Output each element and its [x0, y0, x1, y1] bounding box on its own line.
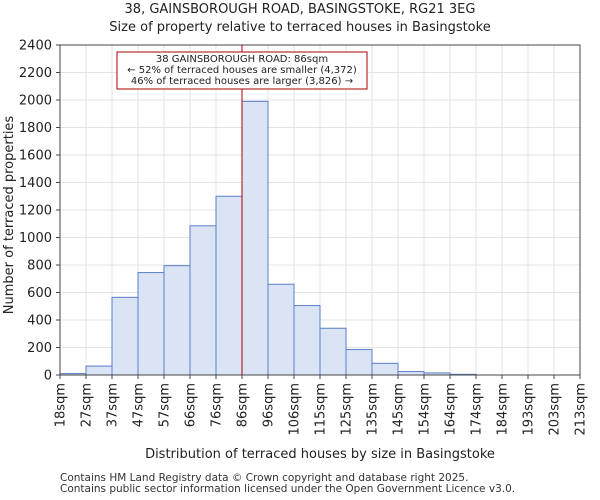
- x-tick-label: 164sqm: [444, 383, 459, 436]
- histogram-bar-66sqm: [189, 225, 217, 376]
- x-tick-label: 125sqm: [340, 383, 355, 436]
- histogram-bar-106sqm: [293, 305, 321, 376]
- x-tick-label: 18sqm: [54, 383, 69, 427]
- x-tick-label: 203sqm: [548, 383, 563, 436]
- chart-title-line1: 38, GAINSBOROUGH ROAD, BASINGSTOKE, RG21…: [125, 2, 476, 17]
- footer-line1: Contains HM Land Registry data © Crown c…: [60, 472, 469, 484]
- x-tick-label: 96sqm: [262, 383, 277, 427]
- x-tick-label: 145sqm: [392, 383, 407, 436]
- x-tick-label: 66sqm: [184, 383, 199, 427]
- annotation-line-1: 38 GAINSBOROUGH ROAD: 86sqm: [156, 54, 328, 65]
- y-tick-label: 2200: [19, 66, 52, 81]
- y-tick-label: 1200: [19, 204, 52, 219]
- y-tick-label: 600: [27, 286, 52, 301]
- x-tick-label: 154sqm: [418, 383, 433, 436]
- y-tick-label: 1400: [19, 176, 52, 191]
- y-tick-label: 0: [44, 369, 52, 384]
- y-tick-label: 400: [27, 314, 52, 329]
- x-tick-label: 174sqm: [470, 383, 485, 436]
- histogram-bar-135sqm: [371, 362, 399, 376]
- histogram-bar-125sqm: [345, 349, 373, 376]
- annotation-line-3: 46% of terraced houses are larger (3,826…: [131, 76, 353, 87]
- histogram-bar-37sqm: [111, 296, 139, 376]
- x-tick-label: 86sqm: [236, 383, 251, 427]
- x-tick-label: 184sqm: [496, 383, 511, 436]
- y-tick-label: 2400: [19, 39, 52, 54]
- footer-line2: Contains public sector information licen…: [60, 483, 516, 495]
- bars-layer: [59, 100, 477, 376]
- axes-layer: 0 200 400 600 800 1000 1200 1400 1600 1800 2000 220…: [19, 39, 589, 436]
- histogram-bar-96sqm: [267, 283, 295, 376]
- histogram-bar-76sqm: [215, 195, 243, 376]
- y-tick-label: 200: [27, 341, 52, 356]
- chart-title-line2: Size of property relative to terraced ho…: [109, 20, 490, 35]
- x-tick-label: 213sqm: [574, 383, 589, 436]
- annotation-layer: 38 GAINSBOROUGH ROAD: 86sqm← 52% of terr…: [116, 45, 368, 375]
- x-tick-label: 135sqm: [366, 383, 381, 436]
- x-tick-label: 115sqm: [314, 383, 329, 436]
- x-tick-label: 57sqm: [158, 383, 173, 427]
- x-tick-label: 106sqm: [288, 383, 303, 436]
- annotation-box: [116, 51, 368, 90]
- x-tick-label: 193sqm: [522, 383, 537, 436]
- x-tick-label: 76sqm: [210, 383, 225, 427]
- y-axis-label: Number of terraced properties: [2, 116, 17, 315]
- x-axis-label: Distribution of terraced houses by size …: [145, 447, 495, 462]
- histogram-bar-115sqm: [319, 327, 347, 376]
- y-tick-label: 1000: [19, 231, 52, 246]
- y-tick-label: 800: [27, 259, 52, 274]
- x-tick-label: 27sqm: [80, 383, 95, 427]
- x-tick-label: 37sqm: [106, 383, 121, 427]
- histogram-bar-145sqm: [397, 371, 425, 376]
- x-tick-label: 47sqm: [132, 383, 147, 427]
- histogram-bar-27sqm: [85, 365, 113, 376]
- histogram-bar-57sqm: [163, 265, 191, 376]
- annotation-line-2: ← 52% of terraced houses are smaller (4,…: [127, 65, 357, 76]
- y-tick-label: 1800: [19, 121, 52, 136]
- y-tick-label: 2000: [19, 94, 52, 109]
- y-tick-label: 1600: [19, 149, 52, 164]
- histogram-bar-86sqm: [241, 100, 269, 376]
- histogram-bar-47sqm: [137, 272, 165, 376]
